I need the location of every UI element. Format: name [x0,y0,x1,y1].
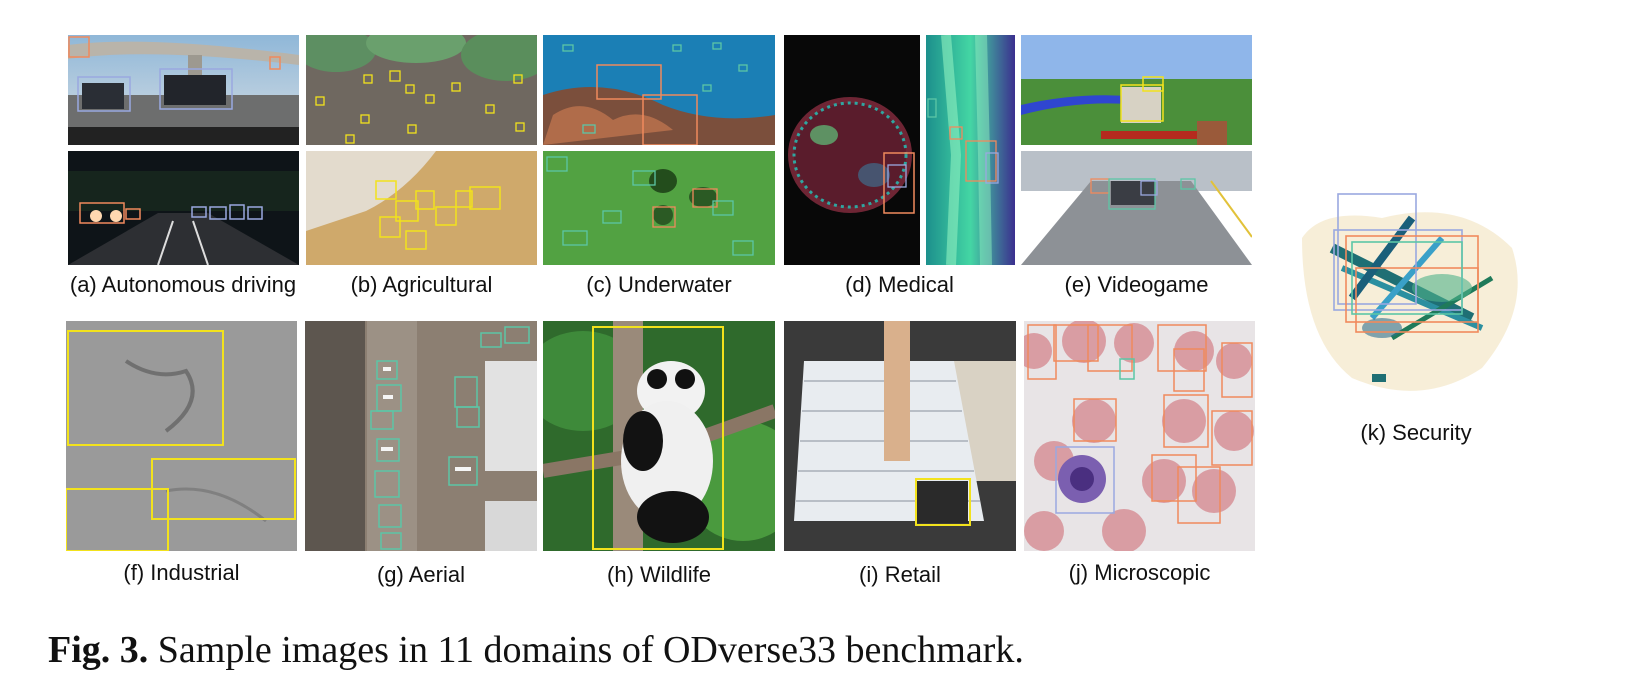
image-wildlife [543,321,775,551]
image-autonomous-driving-bottom [68,151,299,265]
caption-retail: (i) Retail [859,562,941,587]
figure-text: Sample images in 11 domains of ODverse33… [157,629,1024,671]
image-medical-xray [926,35,1015,265]
caption-security: (k) Security [1360,420,1472,445]
caption-autonomous-driving: (a) Autonomous driving [69,272,297,297]
image-medical-brain [784,35,920,265]
caption-aerial: (g) Aerial [376,562,466,587]
image-microscopic [1024,321,1255,551]
image-security [1282,178,1530,414]
image-underwater-bottom [543,151,775,265]
image-videogame-top [1021,35,1252,145]
figure-label: Fig. 3. [48,629,149,671]
image-industrial [66,321,297,551]
image-agricultural-top [306,35,537,145]
caption-underwater: (c) Underwater [586,272,732,297]
image-underwater-top [543,35,775,145]
image-retail [784,321,1016,551]
caption-videogame: (e) Videogame [1064,272,1209,297]
caption-agricultural: (b) Agricultural [350,272,493,297]
image-videogame-bottom [1021,151,1252,265]
caption-industrial: (f) Industrial [123,560,240,585]
figure-caption: Fig. 3. Sample images in 11 domains of O… [48,628,1024,672]
caption-wildlife: (h) Wildlife [607,562,711,587]
image-agricultural-bottom [306,151,537,265]
caption-microscopic: (j) Microscopic [1068,560,1211,585]
caption-medical: (d) Medical [845,272,954,297]
image-autonomous-driving-top [68,35,299,145]
image-aerial [305,321,537,551]
